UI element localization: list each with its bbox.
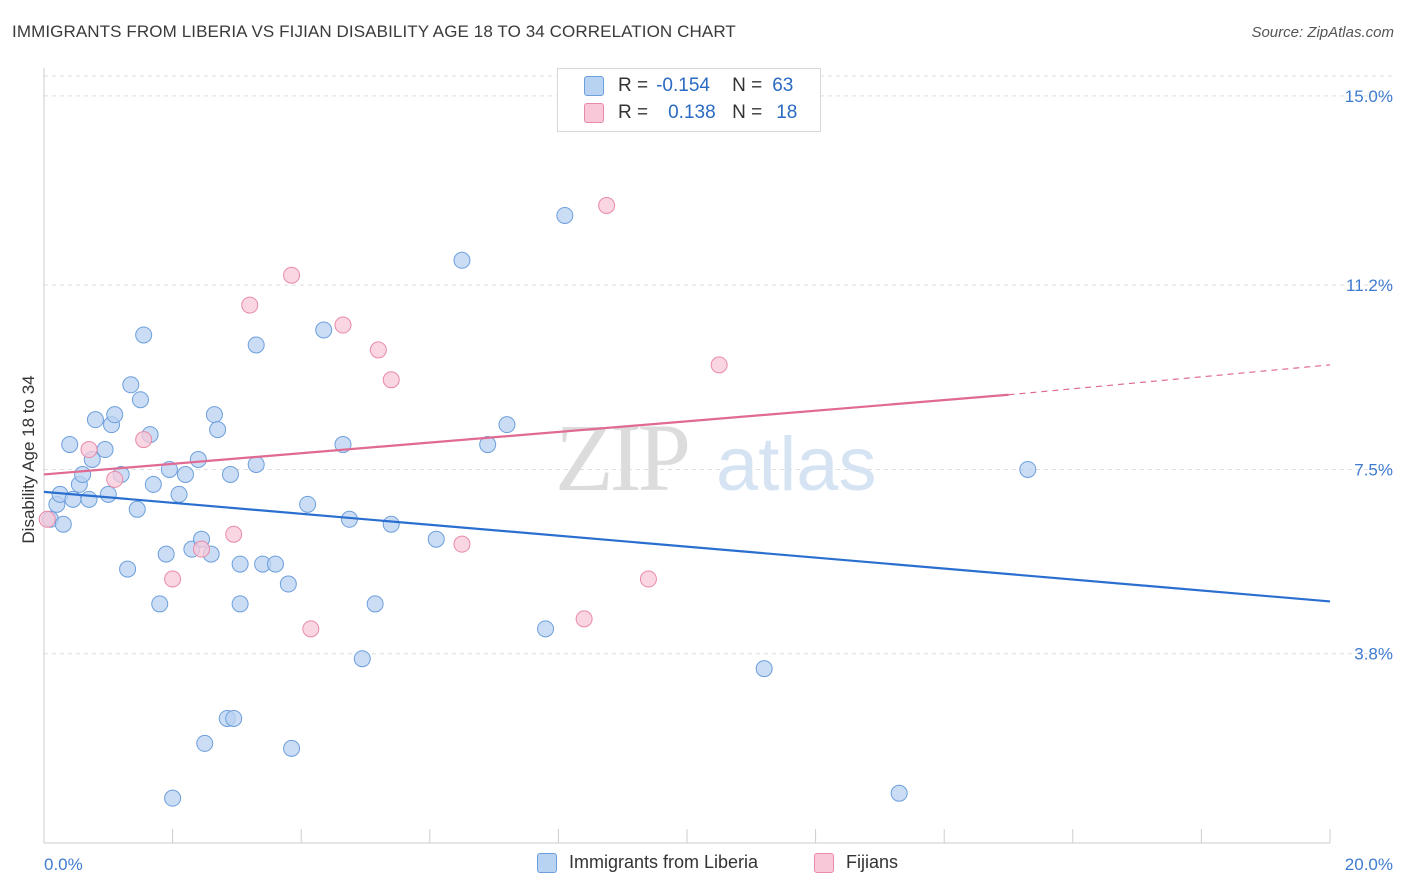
liberia-point xyxy=(231,555,249,573)
liberia-point xyxy=(299,495,317,513)
liberia-point xyxy=(247,336,265,354)
fijian-point xyxy=(369,341,387,359)
legend-r-value: 0.138 xyxy=(668,102,716,123)
liberia-point xyxy=(537,620,555,638)
fijians-swatch xyxy=(814,852,834,873)
fijian-point xyxy=(575,610,593,628)
liberia-point xyxy=(135,326,153,344)
liberia-swatch xyxy=(537,852,557,873)
liberia-point xyxy=(86,411,104,429)
fijian-trend-extension xyxy=(1008,364,1331,396)
series-legend: Immigrants from Liberia Fijians xyxy=(0,852,1406,878)
liberia-swatch xyxy=(584,76,604,96)
legend-n-label: N = xyxy=(732,75,763,96)
liberia-point xyxy=(99,485,117,503)
fijian-point xyxy=(710,356,728,374)
liberia-point xyxy=(247,455,265,473)
fijian-point xyxy=(241,296,259,314)
fijian-point xyxy=(382,371,400,389)
liberia-point xyxy=(157,545,175,563)
liberia-point xyxy=(382,515,400,533)
legend-item-label: Immigrants from Liberia xyxy=(569,852,759,872)
liberia-point xyxy=(96,441,114,459)
liberia-point xyxy=(119,560,137,578)
fijian-point xyxy=(225,525,243,543)
liberia-point xyxy=(556,206,574,224)
liberia-trend-line xyxy=(43,490,1331,603)
y-tick-label: 7.5% xyxy=(1354,460,1393,479)
liberia-point xyxy=(498,416,516,434)
liberia-point xyxy=(170,485,188,503)
liberia-point xyxy=(131,391,149,409)
legend-r-value: -0.154 xyxy=(656,75,710,96)
liberia-point xyxy=(122,376,140,394)
fijian-point xyxy=(453,535,471,553)
source-credit: Source: ZipAtlas.com xyxy=(1251,24,1394,41)
correlation-legend: R = -0.154 N = 63 R = 0.138 N = 18 xyxy=(557,68,821,132)
liberia-point xyxy=(205,406,223,424)
liberia-point xyxy=(74,465,92,483)
liberia-point xyxy=(453,251,471,269)
liberia-point xyxy=(151,595,169,613)
fijian-trend-line xyxy=(43,393,1009,476)
fijian-point xyxy=(135,431,153,449)
fijians-swatch xyxy=(584,103,604,123)
watermark-atlas: atlas xyxy=(716,422,877,507)
legend-item-fijians: Fijians xyxy=(814,852,898,873)
legend-r-label: R = xyxy=(618,75,649,96)
liberia-point xyxy=(225,709,243,727)
liberia-point xyxy=(61,436,79,454)
fijian-point xyxy=(334,316,352,334)
liberia-point xyxy=(106,406,124,424)
legend-n-value: 18 xyxy=(776,102,798,123)
liberia-point xyxy=(890,784,908,802)
liberia-point xyxy=(176,465,194,483)
liberia-point xyxy=(1019,460,1037,478)
fijian-point xyxy=(38,510,56,528)
liberia-point xyxy=(221,465,239,483)
liberia-point xyxy=(427,530,445,548)
y-tick-label: 11.2% xyxy=(1346,276,1393,295)
liberia-point xyxy=(353,650,371,668)
liberia-point xyxy=(128,500,146,518)
fijian-point xyxy=(106,470,124,488)
liberia-point xyxy=(209,421,227,439)
fijian-point xyxy=(193,540,211,558)
legend-item-liberia: Immigrants from Liberia xyxy=(537,852,758,873)
x-tick-label: 20.0% xyxy=(1345,855,1393,874)
fijian-point xyxy=(80,441,98,459)
liberia-point xyxy=(755,660,773,678)
fijian-point xyxy=(302,620,320,638)
liberia-point xyxy=(54,515,72,533)
x-tick-label: 0.0% xyxy=(44,855,83,874)
fijian-point xyxy=(283,266,301,284)
legend-n-label: N = xyxy=(732,102,763,123)
liberia-point xyxy=(144,475,162,493)
watermark-zip: ZIP xyxy=(555,404,688,511)
liberia-point xyxy=(366,595,384,613)
fijian-point xyxy=(598,196,616,214)
fijian-point xyxy=(639,570,657,588)
liberia-point xyxy=(315,321,333,339)
liberia-point xyxy=(196,734,214,752)
legend-row-liberia: R = -0.154 N = 63 xyxy=(584,73,793,99)
legend-item-label: Fijians xyxy=(846,852,899,872)
chart-title: IMMIGRANTS FROM LIBERIA VS FIJIAN DISABI… xyxy=(12,22,736,41)
liberia-point xyxy=(80,490,98,508)
liberia-point xyxy=(283,739,301,757)
liberia-point xyxy=(279,575,297,593)
fijian-point xyxy=(164,570,182,588)
legend-row-fijians: R = 0.138 N = 18 xyxy=(584,100,797,126)
y-tick-label: 15.0% xyxy=(1345,87,1393,106)
liberia-point xyxy=(189,451,207,468)
liberia-point xyxy=(479,436,497,454)
legend-n-value: 63 xyxy=(772,75,794,96)
liberia-point xyxy=(266,555,284,573)
liberia-point xyxy=(164,789,182,807)
y-axis-label: Disability Age 18 to 34 xyxy=(19,375,38,543)
liberia-point xyxy=(231,595,249,613)
y-tick-label: 3.8% xyxy=(1354,645,1393,664)
legend-r-label: R = xyxy=(618,102,649,123)
